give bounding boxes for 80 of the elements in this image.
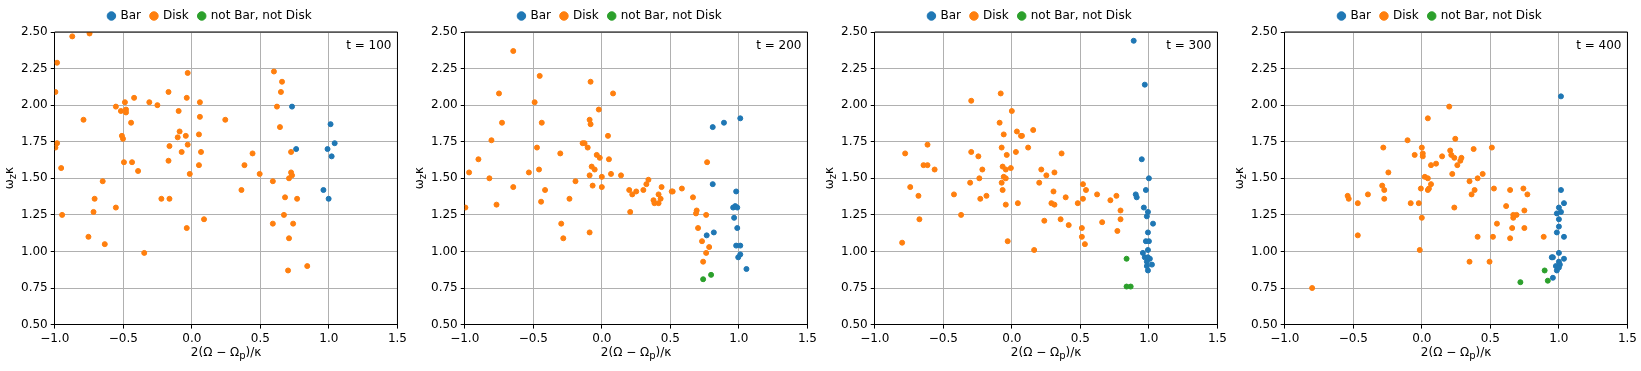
y-tick-label: 2.00 [841,97,868,112]
y-tick-label: 1.00 [1251,243,1278,258]
y-tick-label: 1.50 [431,170,458,185]
x-tick-label: −0.5 [518,330,548,345]
y-tick-label: 2.50 [431,24,458,39]
y-tick-label: 1.25 [1251,207,1278,221]
x-tick-label: 0.5 [1070,330,1090,345]
y-tick-label: 1.50 [1251,170,1278,185]
y-tick-label: 1.25 [21,207,48,221]
x-tick-label: 1.5 [1207,330,1227,345]
y-tick-label: 0.50 [841,316,868,331]
annotation: t = 400 [1576,38,1622,53]
x-tick-label: 0.0 [1002,330,1022,345]
x-tick-label: −0.5 [928,330,958,345]
y-tick-label: 2.50 [841,24,868,39]
x-tick-label: −1.0 [1270,330,1300,345]
x-tick-label: 1.5 [797,330,817,345]
y-tick-label: 1.25 [431,207,458,221]
legend-label: Disk [1392,8,1419,23]
x-tick-label: −1.0 [860,330,890,345]
y-tick-label: 1.75 [21,133,48,148]
legend-label: not Bar, not Disk [210,8,312,23]
x-tick-label: 1.0 [729,330,749,345]
x-tick-label: 0.0 [182,330,202,345]
y-tick-label: 1.75 [431,133,458,148]
y-tick-label: 1.50 [841,170,868,185]
x-tick-label: 1.5 [387,330,407,345]
y-tick-label: 0.75 [431,280,458,295]
y-tick-label: 0.75 [841,280,868,295]
y-tick-label: 2.50 [1251,24,1278,39]
x-tick-label: 0.5 [250,330,270,345]
x-tick-label: 1.0 [1549,330,1569,345]
legend-label: Disk [162,8,189,23]
legend-label: Bar [120,8,142,23]
legend-label: Bar [940,8,962,23]
x-tick-label: −1.0 [40,330,70,345]
annotation: t = 300 [1166,38,1212,53]
y-tick-label: 1.25 [841,207,868,221]
x-tick-label: 0.0 [592,330,612,345]
annotation: t = 100 [346,38,392,53]
legend-label: not Bar, not Disk [1030,8,1132,23]
legend-label: not Bar, not Disk [620,8,722,23]
annotation: t = 200 [756,38,802,53]
x-tick-label: 0.0 [1412,330,1432,345]
y-tick-label: 2.50 [21,24,48,39]
y-tick-label: 1.00 [431,243,458,258]
x-tick-label: 1.0 [1139,330,1159,345]
y-tick-label: 1.75 [841,133,868,148]
y-tick-label: 1.75 [1251,133,1278,148]
x-tick-label: 1.0 [319,330,339,345]
x-axis-title: 2(Ω − Ω$_{p}$)/κ [1420,344,1492,361]
x-tick-label: −1.0 [450,330,480,345]
y-tick-label: 0.50 [431,316,458,331]
x-tick-label: 0.5 [1480,330,1500,345]
y-tick-label: 0.50 [1251,316,1278,331]
y-tick-label: 0.75 [1251,280,1278,295]
x-axis-title: 2(Ω − Ω$_{p}$)/κ [190,344,262,361]
y-tick-label: 2.25 [21,60,48,75]
y-tick-label: 1.00 [841,243,868,258]
legend-label: not Bar, not Disk [1440,8,1542,23]
x-axis-title: 2(Ω − Ω$_{p}$)/κ [1010,344,1082,361]
legend-label: Disk [982,8,1009,23]
legend-label: Disk [572,8,599,23]
y-tick-label: 1.00 [21,243,48,258]
x-tick-label: 0.5 [660,330,680,345]
y-tick-label: 2.00 [1251,97,1278,112]
y-tick-label: 2.25 [1251,60,1278,75]
y-tick-label: 1.50 [21,170,48,185]
legend-label: Bar [1350,8,1372,23]
x-tick-label: −0.5 [108,330,138,345]
x-axis-title: 2(Ω − Ω$_{p}$)/κ [600,344,672,361]
legend-label: Bar [530,8,552,23]
x-tick-label: 1.5 [1617,330,1637,345]
y-tick-label: 2.25 [841,60,868,75]
y-tick-label: 0.50 [21,316,48,331]
y-tick-label: 0.75 [21,280,48,295]
y-tick-label: 2.00 [431,97,458,112]
x-tick-label: −0.5 [1338,330,1368,345]
y-tick-label: 2.00 [21,97,48,112]
y-tick-label: 2.25 [431,60,458,75]
